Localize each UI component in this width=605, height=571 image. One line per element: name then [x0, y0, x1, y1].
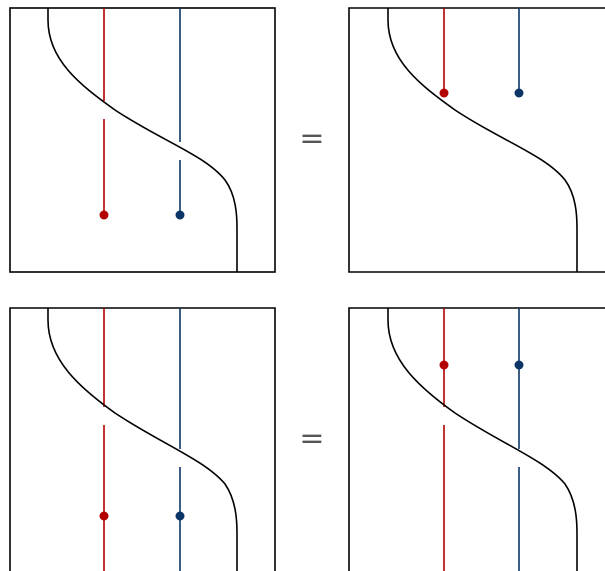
panel-row2-left	[9, 307, 276, 571]
crossing-curve	[47, 308, 238, 571]
red-dot	[99, 210, 109, 220]
equals-sign-row1: =	[299, 121, 324, 156]
blue-dot	[514, 88, 524, 98]
panel-frame	[348, 7, 605, 273]
panel-row1-right	[348, 7, 605, 273]
blue-dot	[175, 210, 185, 220]
red-dot	[99, 511, 109, 521]
blue-dot	[514, 360, 524, 370]
equals-sign-row2: =	[299, 421, 324, 456]
red-dot	[439, 88, 449, 98]
panel-row2-right	[348, 307, 605, 571]
red-dot	[439, 360, 449, 370]
panel-frame	[348, 307, 605, 571]
panel-frame	[9, 7, 276, 273]
panel-frame	[9, 307, 276, 571]
blue-dot	[175, 511, 185, 521]
crossing-curve	[387, 8, 578, 272]
crossing-curve	[387, 308, 578, 571]
panel-row1-left	[9, 7, 276, 273]
crossing-curve	[47, 8, 238, 272]
